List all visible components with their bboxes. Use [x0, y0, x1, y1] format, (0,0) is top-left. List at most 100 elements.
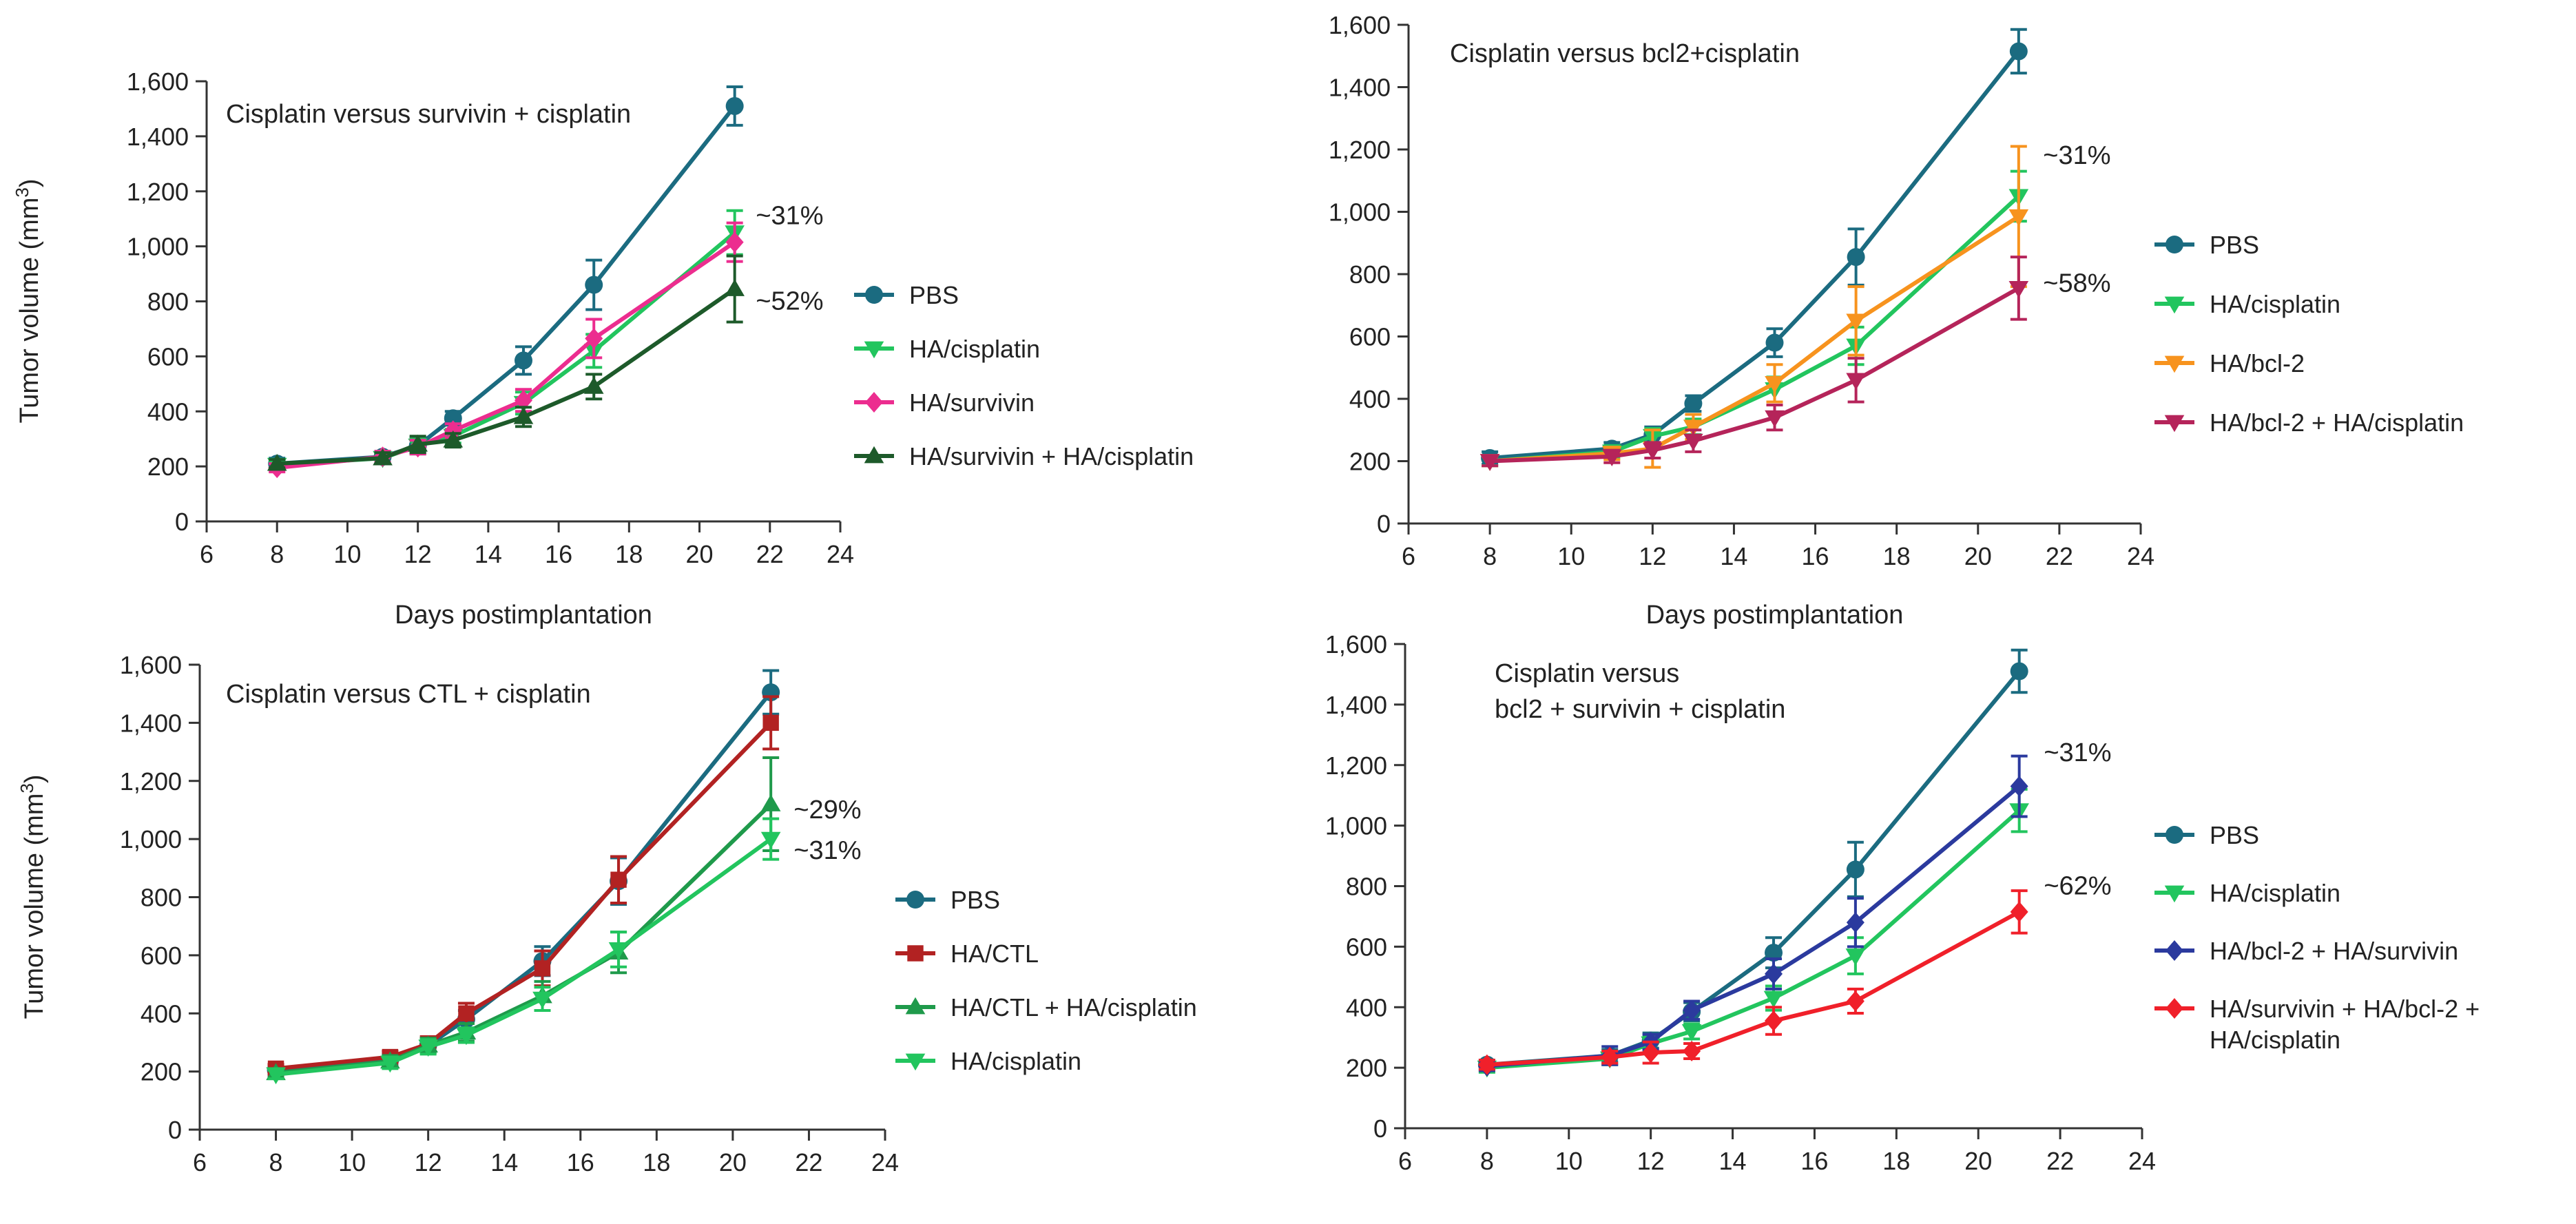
y-tick-label: 1,200 [127, 178, 189, 206]
chart-panel-2: 6 8 10 12 14 16 18 20 22 24 0 200 400 600 800 1,000 1,20… [1329, 11, 2464, 630]
y-tick-label: 800 [141, 884, 182, 912]
legend-label: HA/cisplatin [2210, 879, 2340, 907]
legend-item: HA/bcl-2 + HA/cisplatin [2154, 408, 2464, 437]
x-tick-label: 14 [1719, 1147, 1747, 1175]
x-tick-label: 8 [1480, 1147, 1494, 1175]
annotation-label: ~31% [2043, 141, 2110, 170]
x-tick-label: 12 [404, 540, 432, 568]
legend-marker [865, 392, 883, 413]
data-point [532, 991, 552, 1009]
series-4 [1479, 256, 2029, 471]
y-tick-label: 400 [1349, 385, 1391, 413]
legend-marker [905, 1053, 926, 1071]
legend-item: HA/survivin + HA/bcl-2 + HA/cisplatin [2154, 995, 2480, 1054]
legend-item: HA/survivin [854, 388, 1035, 417]
legend-label: PBS [951, 886, 1000, 914]
y-tick-label: 600 [141, 942, 182, 970]
y-tick-label: 600 [1349, 323, 1391, 351]
y-tick-label: 1,000 [120, 825, 182, 853]
x-tick-label: 18 [615, 540, 643, 568]
series-4 [267, 254, 745, 471]
legend-label: PBS [2210, 231, 2259, 259]
series-line [276, 802, 773, 1075]
legend-label: HA/bcl-2 + HA/cisplatin [2210, 408, 2464, 437]
data-point [1846, 860, 1865, 879]
series-line [276, 691, 773, 1072]
series-2 [267, 209, 745, 475]
x-tick-label: 16 [1800, 1147, 1828, 1175]
legend-item: HA/cisplatin [895, 1047, 1081, 1075]
x-tick-label: 16 [545, 540, 572, 568]
data-point [1683, 999, 1701, 1021]
y-tick-label: 400 [141, 999, 182, 1028]
series-line [1486, 910, 2021, 1067]
x-tick-label: 6 [193, 1148, 207, 1176]
y-tick-label: 1,000 [1329, 198, 1391, 227]
y-tick-label: 1,200 [120, 767, 182, 796]
legend-marker [865, 286, 883, 304]
data-point [1765, 410, 1785, 428]
data-point [725, 96, 744, 115]
x-tick-label: 14 [475, 540, 502, 568]
legend-marker [906, 891, 924, 909]
legend-label: HA/CTL + HA/cisplatin [951, 993, 1197, 1021]
y-tick-label: 1,200 [1329, 136, 1391, 164]
series-2 [1479, 169, 2029, 471]
y-tick-label: 200 [1346, 1054, 1387, 1082]
legend-label: HA/survivin + HA/cisplatin [909, 442, 1194, 470]
x-tick-label: 10 [338, 1148, 366, 1176]
legend-marker [2164, 415, 2185, 433]
legend-item: HA/CTL + HA/cisplatin [895, 993, 1197, 1021]
y-tick-label: 1,400 [1329, 74, 1391, 102]
data-point [1845, 948, 1866, 966]
data-point [1643, 443, 1663, 460]
series-1 [1481, 28, 2028, 467]
y-tick-label: 1,600 [120, 651, 182, 679]
series-2 [1477, 787, 2029, 1078]
legend-marker [2164, 885, 2185, 903]
data-point [515, 351, 532, 370]
series-line [277, 231, 736, 468]
legend-item: PBS [2154, 231, 2259, 259]
data-point [1641, 1042, 1660, 1064]
legend-label: HA/cisplatin [951, 1047, 1081, 1075]
legend-item: PBS [854, 281, 959, 309]
y-tick-label: 0 [175, 508, 189, 536]
legend-item: HA/cisplatin [2154, 879, 2340, 907]
chart-title-line2: bcl2 + survivin + cisplatin [1495, 695, 1785, 724]
y-axis-label-main: Tumor volume (mm [20, 793, 49, 1019]
data-point [608, 942, 629, 960]
data-point [443, 430, 464, 448]
data-point [408, 434, 428, 452]
data-point [1846, 313, 1866, 331]
y-tick-label: 1,400 [1325, 691, 1387, 719]
y-tick-label: 200 [147, 453, 189, 481]
x-tick-label: 14 [1720, 542, 1747, 570]
legend-item: PBS [895, 886, 1000, 914]
legend-marker [2165, 998, 2183, 1019]
series-line [276, 721, 773, 1071]
x-tick-label: 22 [2046, 542, 2073, 570]
y-tick-label: 800 [147, 288, 189, 316]
x-tick-label: 24 [2128, 1147, 2156, 1175]
data-point [760, 794, 781, 811]
annotation-label: ~58% [2043, 269, 2110, 298]
data-point [1601, 449, 1622, 467]
data-point [1479, 454, 1500, 471]
data-point [1684, 394, 1703, 413]
data-point [1681, 1024, 1702, 1041]
y-axis-label-close: ) [20, 774, 49, 783]
legend-label: HA/cisplatin [2210, 290, 2340, 318]
data-point [515, 390, 532, 411]
data-point [1765, 375, 1785, 393]
data-point [2010, 776, 2028, 797]
legend-label: HA/survivin [909, 388, 1035, 417]
legend-item: HA/bcl-2 [2154, 349, 2305, 377]
series-3 [266, 756, 781, 1081]
legend-item: PBS [2154, 821, 2259, 849]
chart-panel-3: 6 8 10 12 14 16 18 20 22 24 0 200 400 600 800 1,000 1,20… [17, 651, 1197, 1176]
x-tick-label: 16 [567, 1148, 594, 1176]
x-tick-label: 16 [1802, 542, 1829, 570]
data-point [760, 831, 781, 849]
data-point [534, 960, 551, 977]
